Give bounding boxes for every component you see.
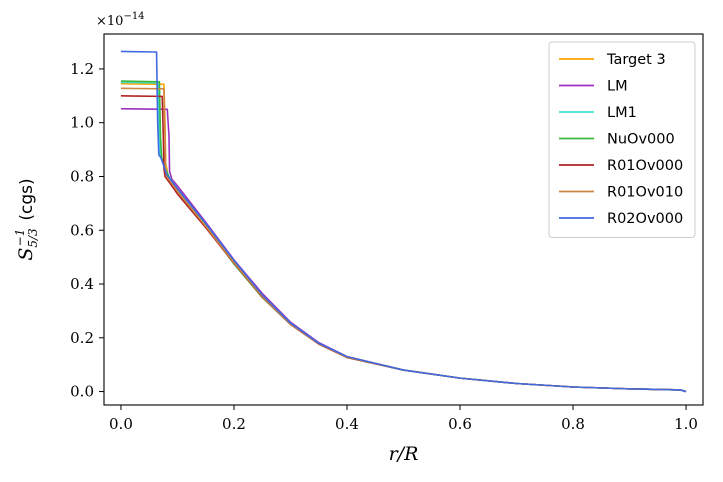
plot-area [120, 50, 687, 393]
x-tick-label: 0.2 [222, 415, 246, 433]
legend-label: LM [607, 79, 628, 95]
y-tick-label: 0.0 [70, 383, 94, 401]
y-tick-label: 0.8 [70, 167, 94, 185]
legend-label: LM1 [607, 105, 637, 121]
legend-box [548, 41, 696, 238]
y-label-subscript: 5/3 [26, 228, 40, 248]
y-offset-base: ×10 [96, 14, 123, 29]
legend-label: R01Ov000 [607, 158, 683, 174]
y-tick-label: 1.2 [70, 60, 94, 78]
y-label-superscript: −1 [13, 229, 27, 247]
x-tick-label: 0.0 [109, 415, 133, 433]
legend-label: R02Ov000 [607, 211, 683, 227]
legend-label: NuOv000 [607, 132, 675, 148]
y-tick-label: 1.0 [70, 114, 94, 132]
y-offset-label: ×10−14 [96, 11, 145, 29]
y-tick-label: 0.6 [70, 221, 94, 239]
plot-frame [103, 33, 704, 406]
svg-text:S5/3−1(cgs): S5/3−1 (cgs) [13, 178, 40, 260]
legend: Target 3 LM LM1 NuOv000 R01Ov000 R01Ov010 R02O… [548, 41, 696, 238]
legend-label: R01Ov010 [607, 185, 683, 201]
x-tick-label: 1.0 [674, 415, 698, 433]
series-line-r02ov000 [120, 50, 687, 393]
x-tick-label: 0.4 [335, 415, 359, 433]
y-offset-exponent: −14 [123, 11, 144, 22]
y-tick-label: 0.2 [70, 329, 94, 347]
x-axis-label: r/R [389, 443, 419, 465]
x-tick-label: 0.6 [448, 415, 472, 433]
x-tick-label: 0.8 [561, 415, 585, 433]
x-axis: 0.0 0.2 0.4 0.6 0.8 1.0 [109, 405, 698, 433]
y-label-symbol: S [15, 248, 37, 261]
y-label-units: (cgs) [17, 178, 37, 220]
y-axis: 0.0 0.2 0.4 0.6 0.8 1.0 1.2 [70, 60, 104, 401]
y-axis-label: S5/3−1 (cgs) [13, 178, 40, 260]
legend-label: Target 3 [606, 52, 666, 68]
y-tick-label: 0.4 [70, 275, 94, 293]
